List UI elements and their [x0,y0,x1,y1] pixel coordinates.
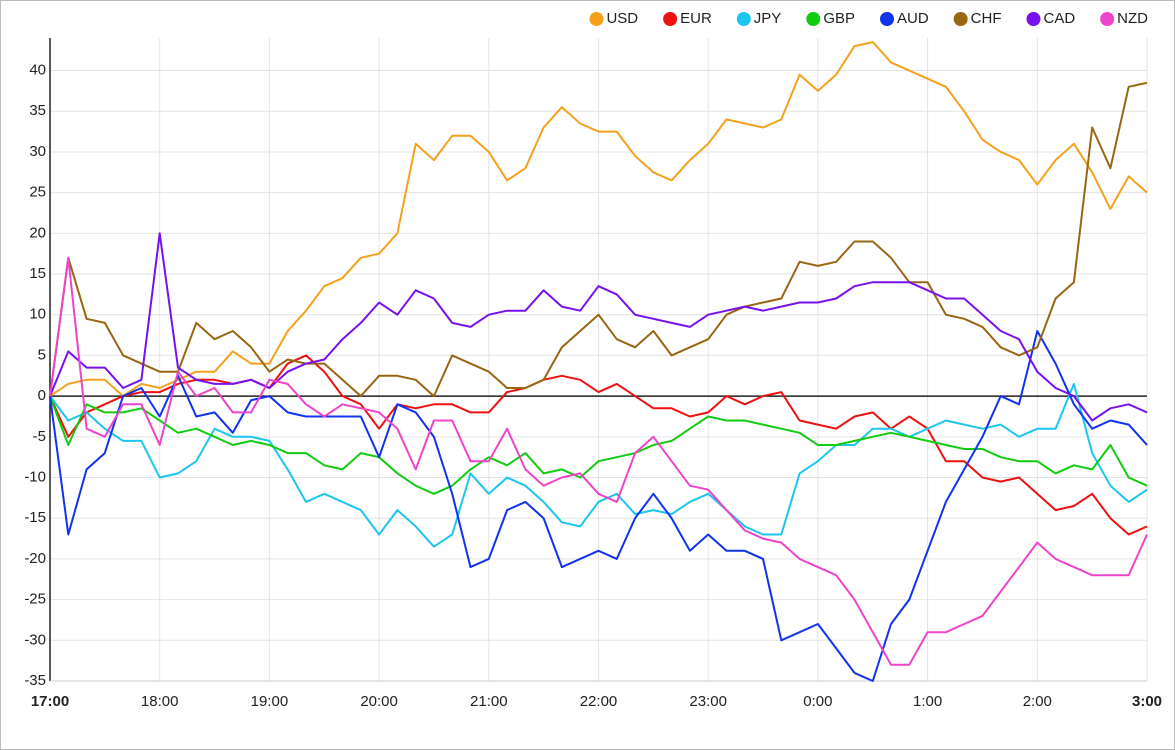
series-line [49,81,1148,398]
y-tick-label: 0 [38,387,46,404]
x-tick-label: 0:00 [803,693,832,710]
x-tick-label: 23:00 [689,693,727,710]
y-tick-label: -35 [24,672,46,689]
y-tick-label: -15 [24,509,46,526]
legend-label: USD [606,10,638,27]
legend-label: CAD [1044,10,1076,27]
legend-label: GBP [823,10,855,27]
series-line [49,232,1148,422]
x-tick-label: 17:00 [31,693,69,710]
y-tick-label: 20 [29,224,46,241]
y-tick-label: -25 [24,591,46,608]
legend-swatch [1100,12,1115,26]
series-line [49,41,1148,398]
y-tick-label: 25 [29,184,46,201]
y-tick-label: 30 [29,143,46,160]
legend-swatch [736,12,751,26]
y-tick-label: 35 [29,102,46,119]
series-line [49,382,1148,548]
series-line [49,330,1148,682]
x-tick-label: 1:00 [913,693,942,710]
y-tick-label: -20 [24,550,46,567]
legend-swatch [806,12,821,26]
legend-swatch [953,12,968,26]
series-line [49,395,1148,495]
legend-swatch [880,12,894,26]
y-tick-label: -10 [24,468,46,485]
legend-label: NZD [1117,10,1148,27]
legend-label: EUR [680,10,712,27]
y-tick-label: -30 [24,631,46,648]
legend-label: AUD [897,10,929,27]
x-tick-label: 21:00 [470,693,508,710]
legend-swatch [1026,12,1041,26]
x-tick-label: 20:00 [360,693,398,710]
x-tick-label: 22:00 [580,693,618,710]
y-tick-label: 5 [38,346,46,363]
x-tick-label: 18:00 [141,693,179,710]
x-tick-label: 3:00 [1132,693,1162,710]
y-tick-label: 10 [29,306,46,323]
legend-swatch [663,12,678,26]
series-line [49,256,1148,666]
x-tick-label: 2:00 [1023,693,1052,710]
legend-label: CHF [971,10,1002,27]
y-tick-label: 40 [29,62,46,79]
y-tick-label: 15 [29,265,46,282]
legend-label: JPY [754,10,782,27]
x-tick-label: 19:00 [251,693,289,710]
legend-swatch [589,12,604,26]
y-tick-label: -5 [33,428,46,445]
